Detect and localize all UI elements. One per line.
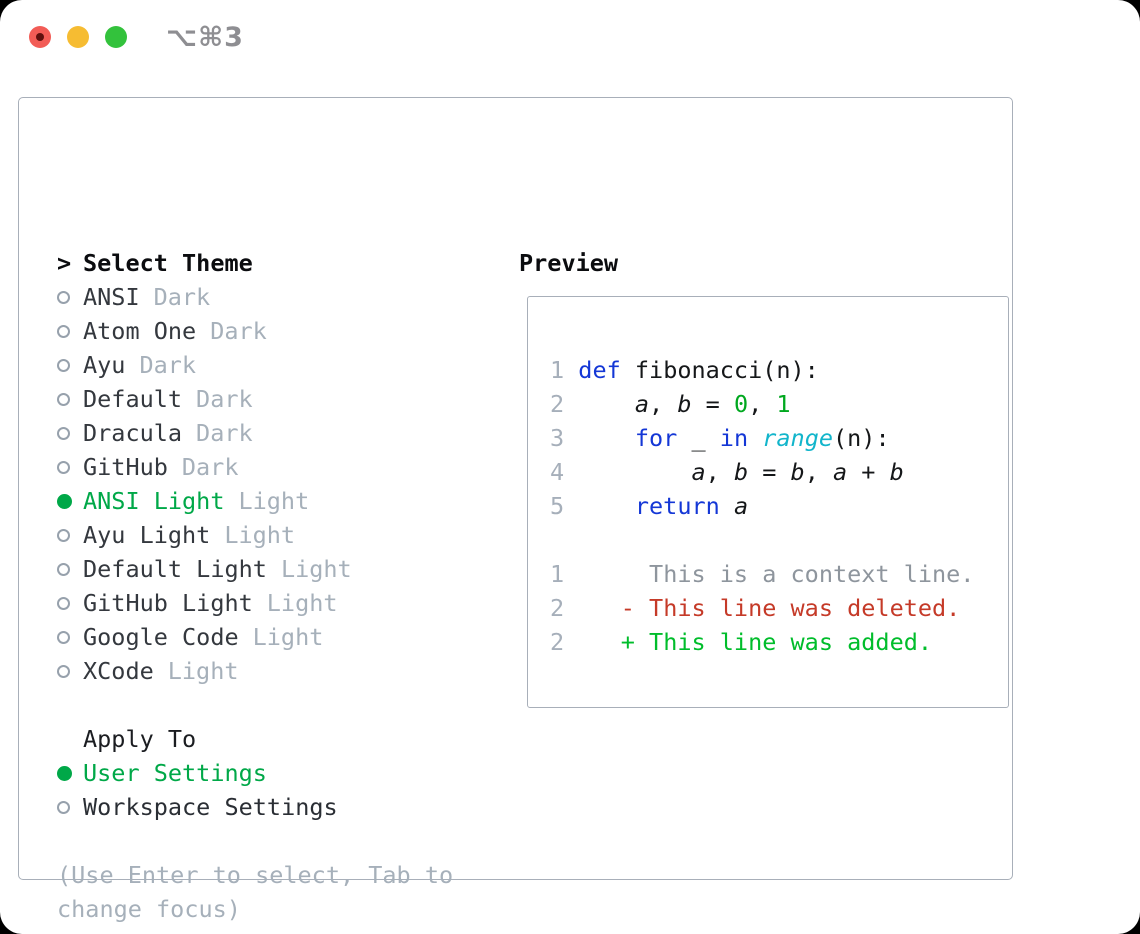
- theme-name: Default Light: [83, 555, 267, 583]
- code-line: 4 a, b = b, a + b: [550, 458, 904, 486]
- theme-option-dracula[interactable]: Dracula Dark: [57, 416, 497, 450]
- theme-option-ayu-light[interactable]: Ayu Light Light: [57, 518, 497, 552]
- theme-variant-badge: Dark: [196, 385, 253, 413]
- close-button[interactable]: [29, 26, 51, 48]
- select-theme-title: Select Theme: [83, 249, 253, 277]
- theme-name: GitHub Light: [83, 589, 253, 617]
- focus-caret-icon: >: [57, 249, 72, 277]
- radio-icon: [57, 426, 70, 440]
- radio-icon: [57, 562, 70, 576]
- theme-name: Default: [83, 385, 183, 413]
- window-shortcut-label: ⌥⌘3: [166, 22, 244, 53]
- preview-header: Preview: [519, 246, 618, 280]
- theme-name: ANSI: [83, 283, 140, 311]
- code-blank-line: [550, 523, 1008, 557]
- close-button-dot-icon: [36, 33, 44, 41]
- code-line: 1 def fibonacci(n):: [550, 356, 819, 384]
- minimize-button[interactable]: [67, 26, 89, 48]
- theme-picker-left-column: > Select Theme ANSI Dark Atom One Dark Ayu Da…: [57, 246, 497, 926]
- radio-icon: [57, 664, 70, 678]
- radio-icon: [57, 800, 70, 814]
- theme-option-atom-one[interactable]: Atom One Dark: [57, 314, 497, 348]
- apply-option-label: Workspace Settings: [83, 793, 338, 821]
- radio-icon: [57, 324, 70, 338]
- maximize-button[interactable]: [105, 26, 127, 48]
- theme-variant-badge: Light: [280, 555, 352, 583]
- theme-name: Atom One: [83, 317, 197, 345]
- apply-option-user-settings[interactable]: User Settings: [57, 756, 497, 790]
- theme-variant-badge: Dark: [210, 317, 267, 345]
- theme-variant-badge: Light: [266, 589, 338, 617]
- code-preview: 1 def fibonacci(n): 2 a, b = 0, 1 3 for _ …: [528, 297, 1008, 659]
- apply-option-workspace-settings[interactable]: Workspace Settings: [57, 790, 497, 824]
- theme-name: Dracula: [83, 419, 183, 447]
- theme-variant-badge: Dark: [153, 283, 211, 311]
- theme-variant-badge: Dark: [196, 419, 253, 447]
- code-line: 3 for _ in range(n):: [550, 424, 890, 452]
- window-titlebar: ⌥⌘3: [0, 0, 1140, 74]
- apply-option-label: User Settings: [83, 759, 267, 787]
- theme-option-default[interactable]: Default Dark: [57, 382, 497, 416]
- radio-selected-icon: [57, 493, 72, 509]
- select-theme-header: > Select Theme: [57, 246, 497, 280]
- theme-name: Ayu Light: [83, 521, 211, 549]
- theme-variant-badge: Light: [252, 623, 324, 651]
- radio-icon: [57, 358, 70, 372]
- theme-option-ansi-light[interactable]: ANSI Light Light: [57, 484, 497, 518]
- code-line: 5 return a: [550, 492, 749, 520]
- theme-option-ansi[interactable]: ANSI Dark: [57, 280, 497, 314]
- theme-variant-badge: Light: [167, 657, 239, 685]
- theme-option-ayu[interactable]: Ayu Dark: [57, 348, 497, 382]
- radio-icon: [57, 460, 70, 474]
- theme-name: Google Code: [83, 623, 239, 651]
- theme-name: XCode: [83, 657, 154, 685]
- theme-picker-panel: > Select Theme ANSI Dark Atom One Dark Ayu Da…: [18, 97, 1013, 923]
- code-line: 2 - This line was deleted.: [550, 594, 961, 622]
- theme-option-xcode[interactable]: XCode Light: [57, 654, 497, 688]
- radio-icon: [57, 630, 70, 644]
- radio-icon: [57, 290, 70, 304]
- radio-icon: [57, 596, 70, 610]
- theme-option-github[interactable]: GitHub Dark: [57, 450, 497, 484]
- theme-variant-badge: Light: [224, 521, 296, 549]
- code-line: 2 + This line was added.: [550, 628, 933, 656]
- radio-icon: [57, 528, 70, 542]
- theme-option-github-light[interactable]: GitHub Light Light: [57, 586, 497, 620]
- preview-title: Preview: [519, 249, 619, 277]
- apply-to-title: Apply To: [83, 725, 197, 753]
- theme-option-default-light[interactable]: Default Light Light: [57, 552, 497, 586]
- apply-to-list: User Settings Workspace Settings: [57, 756, 497, 824]
- theme-name: Ayu: [83, 351, 126, 379]
- preview-box: 1 def fibonacci(n): 2 a, b = 0, 1 3 for _ …: [527, 296, 1009, 708]
- theme-variant-badge: Dark: [139, 351, 197, 379]
- apply-to-header: Apply To: [57, 722, 497, 756]
- code-line: 1 This is a context line.: [550, 560, 975, 588]
- code-line: 2 a, b = 0, 1: [550, 390, 791, 418]
- radio-icon: [57, 392, 70, 406]
- theme-name: ANSI Light: [83, 487, 225, 515]
- theme-list: ANSI Dark Atom One Dark Ayu Dark Default Dark Dr…: [57, 280, 497, 688]
- theme-name: GitHub: [83, 453, 168, 481]
- radio-selected-icon: [57, 765, 72, 781]
- help-text: (Use Enter to select, Tab to change focu…: [57, 861, 454, 923]
- theme-variant-badge: Dark: [181, 453, 239, 481]
- theme-option-google-code[interactable]: Google Code Light: [57, 620, 497, 654]
- theme-variant-badge: Light: [238, 487, 310, 515]
